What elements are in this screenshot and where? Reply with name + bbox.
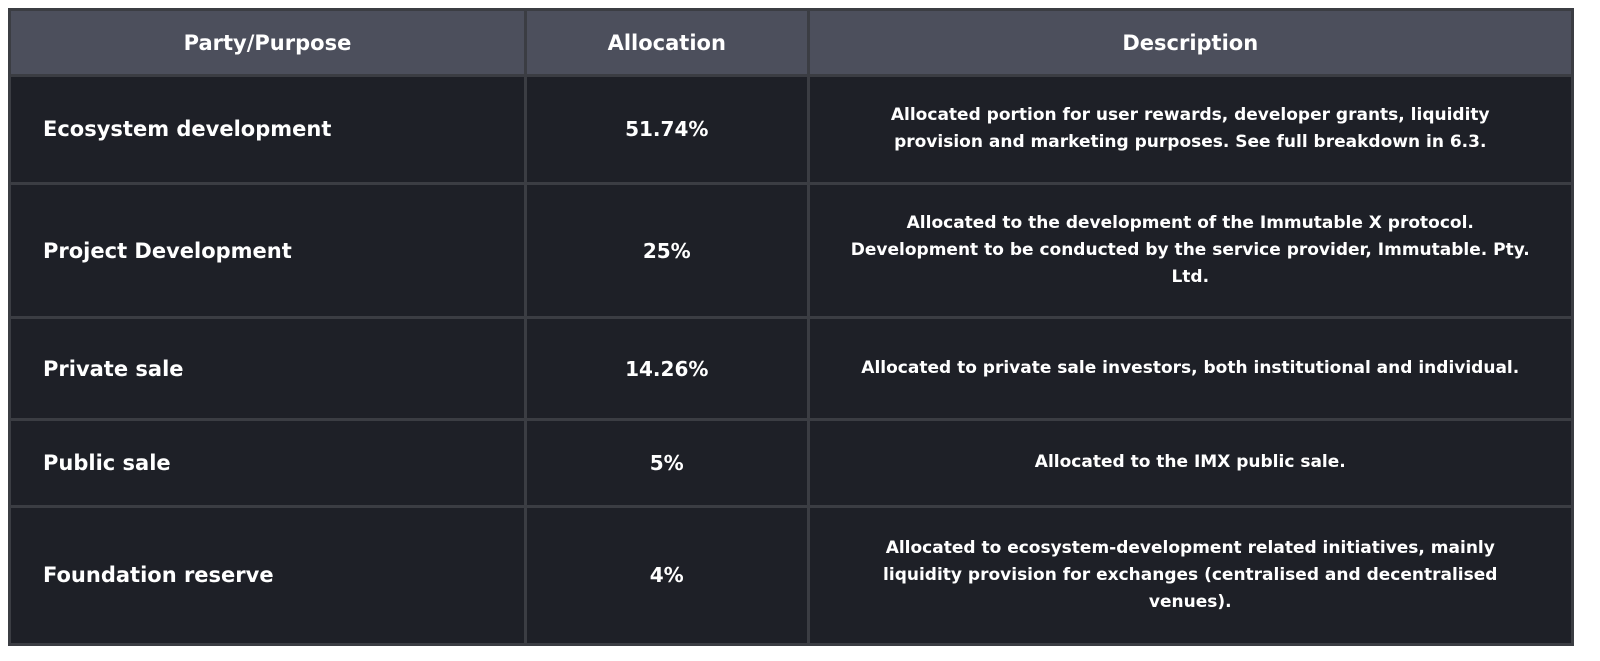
- allocation-cell: 51.74%: [526, 77, 807, 182]
- allocation-cell: 25%: [526, 184, 807, 317]
- table-row: Ecosystem development 51.74% Allocated p…: [11, 77, 1571, 182]
- description-cell: Allocated portion for user rewards, deve…: [809, 77, 1571, 182]
- description-cell: Allocated to the IMX public sale.: [809, 421, 1571, 505]
- party-cell: Project Development: [11, 184, 524, 317]
- table-row: Public sale 5% Allocated to the IMX publ…: [11, 421, 1571, 505]
- description-cell: Allocated to the development of the Immu…: [809, 184, 1571, 317]
- allocation-cell: 4%: [526, 507, 807, 643]
- allocation-cell: 5%: [526, 421, 807, 505]
- column-header-allocation: Allocation: [526, 11, 807, 74]
- description-cell: Allocated to private sale investors, bot…: [809, 319, 1571, 418]
- party-cell: Ecosystem development: [11, 77, 524, 182]
- description-cell: Allocated to ecosystem-development relat…: [809, 507, 1571, 643]
- column-header-description: Description: [809, 11, 1571, 74]
- party-cell: Foundation reserve: [11, 507, 524, 643]
- table-row: Private sale 14.26% Allocated to private…: [11, 319, 1571, 418]
- allocation-table: Party/Purpose Allocation Description Eco…: [8, 8, 1574, 646]
- allocation-cell: 14.26%: [526, 319, 807, 418]
- table-row: Foundation reserve 4% Allocated to ecosy…: [11, 507, 1571, 643]
- table-header-row: Party/Purpose Allocation Description: [11, 11, 1571, 74]
- table-row: Project Development 25% Allocated to the…: [11, 184, 1571, 317]
- party-cell: Private sale: [11, 319, 524, 418]
- column-header-party: Party/Purpose: [11, 11, 524, 74]
- party-cell: Public sale: [11, 421, 524, 505]
- allocation-table-container: Party/Purpose Allocation Description Eco…: [8, 8, 1574, 646]
